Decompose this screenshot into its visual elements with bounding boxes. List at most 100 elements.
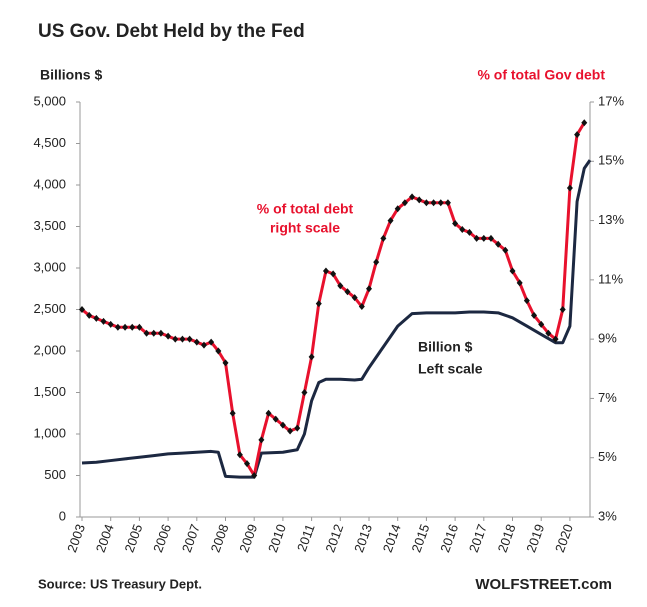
y-tick-label: 1,000 <box>33 425 66 440</box>
point-marker <box>279 421 286 429</box>
point-marker <box>487 234 494 242</box>
point-marker <box>86 311 93 319</box>
point-marker <box>200 341 207 349</box>
point-marker <box>574 131 581 139</box>
point-marker <box>265 409 272 417</box>
y-axis-label: Billions $ <box>40 67 102 83</box>
point-marker <box>222 359 229 367</box>
point-marker <box>258 436 265 444</box>
point-marker <box>559 306 566 313</box>
point-marker <box>157 329 164 337</box>
x-tick-label: 2017 <box>466 522 490 554</box>
point-marker <box>437 199 444 207</box>
point-marker <box>387 217 394 225</box>
x-tick-label: 2016 <box>437 522 461 554</box>
series-line <box>81 159 592 479</box>
x-tick-label: 2019 <box>523 522 547 554</box>
x-tick-label: 2012 <box>322 522 346 554</box>
y2-axis-label: % of total Gov debt <box>477 67 605 83</box>
y2-tick-label: 5% <box>598 449 617 464</box>
point-marker <box>322 267 329 275</box>
series-line <box>81 121 586 477</box>
x-tick-label: 2008 <box>208 522 232 554</box>
y2-tick-label: 15% <box>598 153 624 168</box>
point-marker <box>373 258 380 266</box>
point-marker <box>172 335 179 343</box>
point-marker <box>516 279 523 287</box>
x-tick-label: 2005 <box>121 522 145 554</box>
point-marker <box>502 246 509 254</box>
x-tick-label: 2015 <box>408 522 432 554</box>
point-marker <box>581 119 588 127</box>
point-marker <box>301 389 308 396</box>
annotation: Billion $ <box>418 339 473 355</box>
point-marker <box>366 285 373 293</box>
point-marker <box>566 184 573 192</box>
y-tick-label: 4,000 <box>33 176 66 191</box>
point-marker <box>394 205 401 213</box>
point-marker <box>430 199 437 207</box>
point-marker <box>416 196 423 204</box>
point-marker <box>193 338 200 346</box>
y2-tick-label: 9% <box>598 331 617 346</box>
x-tick-label: 2004 <box>93 522 117 554</box>
x-tick-label: 2007 <box>179 522 203 554</box>
point-marker <box>179 335 186 343</box>
y2-tick-label: 3% <box>598 508 617 523</box>
point-marker <box>251 472 258 479</box>
point-marker <box>294 424 301 432</box>
y2-tick-label: 17% <box>598 93 624 108</box>
annotation: % of total debt <box>257 201 354 217</box>
point-marker <box>423 199 430 207</box>
point-marker <box>107 320 114 328</box>
point-marker <box>215 347 222 355</box>
point-marker <box>136 323 143 331</box>
point-marker <box>545 329 552 337</box>
point-marker <box>100 317 107 325</box>
point-marker <box>552 335 559 343</box>
y-tick-label: 2,000 <box>33 342 66 357</box>
point-marker <box>473 234 480 242</box>
point-marker <box>523 297 530 305</box>
point-marker <box>480 234 487 242</box>
point-marker <box>186 335 193 343</box>
point-marker <box>358 303 365 311</box>
point-marker <box>114 323 121 331</box>
point-marker <box>79 306 85 313</box>
point-marker <box>509 267 516 275</box>
y-tick-label: 0 <box>59 508 66 523</box>
x-tick-label: 2009 <box>236 522 260 554</box>
point-marker <box>444 199 451 207</box>
point-marker <box>531 311 538 319</box>
y2-tick-label: 7% <box>598 390 617 405</box>
y-tick-label: 3,500 <box>33 218 66 233</box>
point-marker <box>337 282 344 290</box>
point-marker <box>315 300 322 308</box>
point-marker <box>122 323 129 331</box>
point-marker <box>459 225 466 233</box>
y-tick-label: 500 <box>44 467 66 482</box>
point-marker <box>452 220 459 228</box>
point-marker <box>409 193 416 201</box>
point-marker <box>229 409 236 417</box>
point-marker <box>466 228 473 236</box>
credit: WOLFSTREET.com <box>475 576 612 593</box>
point-marker <box>287 427 294 435</box>
x-tick-label: 2020 <box>552 522 576 554</box>
y-tick-label: 4,500 <box>33 135 66 150</box>
point-marker <box>495 240 502 248</box>
point-marker <box>208 338 215 346</box>
point-marker <box>351 294 358 302</box>
point-marker <box>143 329 150 337</box>
point-marker <box>236 451 243 459</box>
point-marker <box>93 314 100 322</box>
x-tick-label: 2018 <box>495 522 519 554</box>
point-marker <box>244 460 251 468</box>
source: Source: US Treasury Dept. <box>38 576 202 591</box>
point-marker <box>129 323 136 331</box>
x-tick-label: 2011 <box>294 522 318 553</box>
y2-tick-label: 11% <box>598 271 623 286</box>
x-tick-label: 2010 <box>265 522 289 554</box>
point-marker <box>344 288 351 296</box>
